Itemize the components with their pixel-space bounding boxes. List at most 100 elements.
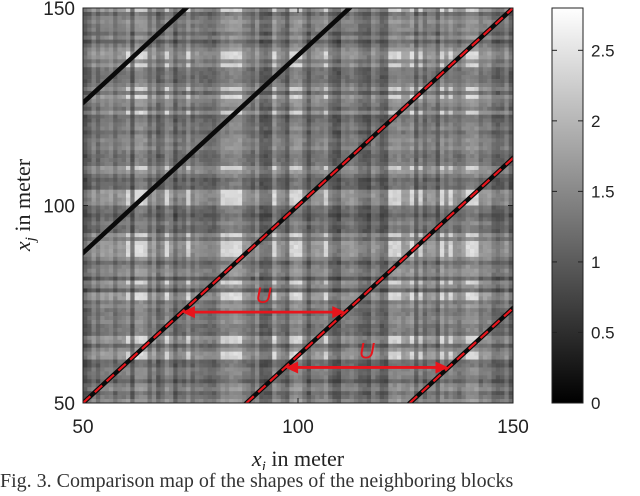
heatmap-cell xyxy=(237,59,243,64)
heatmap-cell xyxy=(306,67,312,72)
heatmap-cell xyxy=(396,102,402,108)
heatmap-cell xyxy=(194,102,200,108)
heatmap-cell xyxy=(306,173,312,179)
heatmap-cell xyxy=(177,39,183,44)
heatmap-cell xyxy=(246,166,251,171)
heatmap-cell xyxy=(91,94,97,100)
heatmap-cell xyxy=(491,201,497,206)
heatmap-cell xyxy=(491,15,497,21)
heatmap-cell xyxy=(495,173,501,179)
heatmap-cell xyxy=(229,189,234,194)
heatmap-cell xyxy=(156,201,161,206)
heatmap-cell xyxy=(280,55,286,60)
heatmap-cell xyxy=(405,118,411,123)
heatmap-cell xyxy=(491,11,497,17)
heatmap-cell xyxy=(362,126,368,131)
heatmap-cell xyxy=(113,94,118,100)
heatmap-cell xyxy=(444,169,449,175)
heatmap-cell xyxy=(164,142,170,147)
heatmap-cell xyxy=(233,173,239,179)
heatmap-cell xyxy=(388,150,393,155)
heatmap-cell xyxy=(220,11,226,17)
heatmap-cell xyxy=(169,166,174,171)
heatmap-cell xyxy=(143,94,148,100)
heatmap-cell xyxy=(151,197,157,202)
heatmap-cell xyxy=(508,83,513,88)
heatmap-cell xyxy=(401,55,406,60)
heatmap-cell xyxy=(379,102,385,108)
heatmap-cell xyxy=(353,59,359,64)
heatmap-cell xyxy=(263,43,269,48)
heatmap-cell xyxy=(263,59,269,64)
heatmap-cell xyxy=(289,169,294,175)
heatmap-cell xyxy=(482,189,488,194)
heatmap-cell xyxy=(366,166,372,171)
heatmap-cell xyxy=(242,59,247,64)
heatmap-cell xyxy=(315,71,320,76)
heatmap-cell xyxy=(117,8,122,13)
heatmap-cell xyxy=(169,31,174,36)
heatmap-cell xyxy=(87,110,92,115)
heatmap-cell xyxy=(457,39,462,44)
heatmap-cell xyxy=(508,177,513,183)
heatmap-cell xyxy=(160,146,165,151)
heatmap-cell xyxy=(482,162,488,167)
heatmap-cell xyxy=(315,43,320,48)
heatmap-cell xyxy=(474,75,479,80)
heatmap-cell xyxy=(229,158,234,163)
heatmap-cell xyxy=(474,35,479,40)
heatmap-cell xyxy=(392,63,398,68)
heatmap-cell xyxy=(143,47,148,52)
heatmap-cell xyxy=(203,31,208,36)
heatmap-cell xyxy=(113,154,118,159)
heatmap-cell xyxy=(190,158,196,163)
heatmap-cell xyxy=(280,118,286,123)
heatmap-cell xyxy=(474,11,479,17)
heatmap-cell xyxy=(474,27,479,32)
heatmap-cell xyxy=(95,134,101,139)
heatmap-cell xyxy=(366,23,372,29)
heatmap-cell xyxy=(113,181,118,187)
heatmap-cell xyxy=(117,27,122,32)
heatmap-cell xyxy=(405,27,411,32)
heatmap-cell xyxy=(130,126,135,131)
heatmap-cell xyxy=(267,193,273,198)
heatmap-cell xyxy=(414,158,419,163)
heatmap-cell xyxy=(418,169,423,175)
heatmap-cell xyxy=(250,134,256,139)
heatmap-cell xyxy=(242,8,247,13)
heatmap-cell xyxy=(500,114,505,119)
heatmap-cell xyxy=(465,173,471,179)
heatmap-cell xyxy=(293,11,299,17)
heatmap-cell xyxy=(328,98,333,104)
heatmap-cell xyxy=(164,11,170,17)
heatmap-cell xyxy=(457,122,462,127)
heatmap-cell xyxy=(216,19,221,25)
heatmap-cell xyxy=(452,189,458,194)
heatmap-cell xyxy=(448,47,454,52)
heatmap-cell xyxy=(143,110,148,115)
heatmap-cell xyxy=(435,31,441,36)
heatmap-cell xyxy=(164,114,170,119)
heatmap-cell xyxy=(435,201,441,206)
heatmap-cell xyxy=(259,15,264,21)
heatmap-cell xyxy=(452,110,458,115)
heatmap-cell xyxy=(104,118,110,123)
heatmap-cell xyxy=(87,162,92,167)
heatmap-cell xyxy=(336,114,342,119)
heatmap-cell xyxy=(104,94,110,100)
heatmap-cell xyxy=(323,19,329,25)
heatmap-cell xyxy=(280,146,286,151)
heatmap-cell xyxy=(349,177,355,183)
heatmap-cell xyxy=(500,55,505,60)
heatmap-cell xyxy=(255,181,260,187)
heatmap-cell xyxy=(95,189,101,194)
heatmap-cell xyxy=(478,146,484,151)
heatmap-cell xyxy=(263,118,269,123)
heatmap-cell xyxy=(439,173,445,179)
heatmap-cell xyxy=(362,138,368,143)
heatmap-cell xyxy=(435,142,441,147)
heatmap-cell xyxy=(487,166,492,171)
heatmap-cell xyxy=(487,67,492,72)
heatmap-cell xyxy=(177,67,183,72)
